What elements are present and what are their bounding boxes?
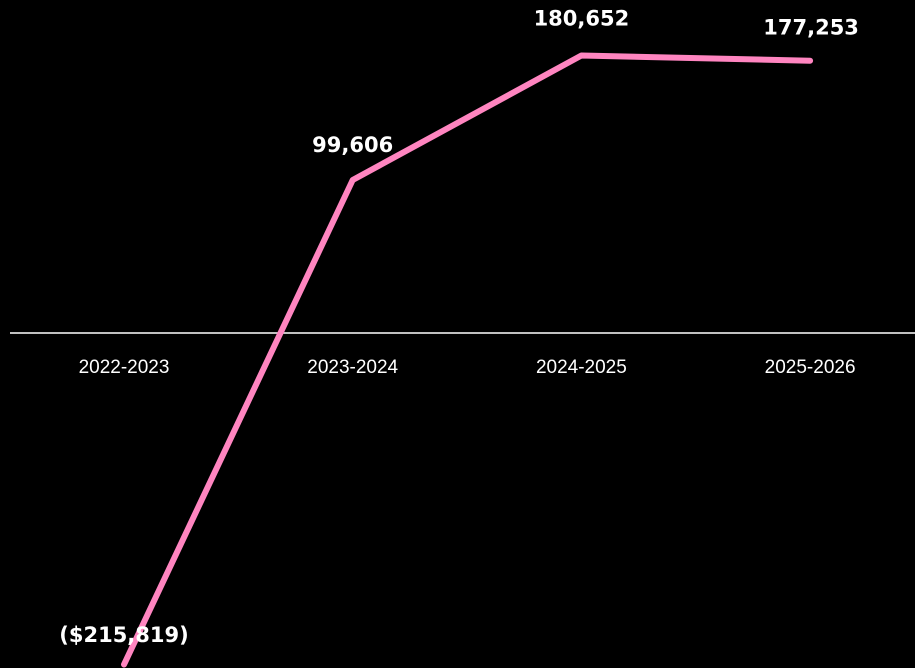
data-label-2024-2025: 180,652 <box>534 7 630 31</box>
x-tick-label-2024-2025: 2024-2025 <box>536 357 627 378</box>
x-axis-tick-labels: 2022-2023 2023-2024 2024-2025 2025-2026 <box>79 357 856 378</box>
data-label-2023-2024: 99,606 <box>312 133 393 157</box>
x-tick-label-2025-2026: 2025-2026 <box>765 357 856 378</box>
data-label-2022-2023: ($215,819) <box>59 623 188 647</box>
data-label-2025-2026: 177,253 <box>763 16 859 40</box>
series-line <box>124 56 810 665</box>
x-tick-label-2022-2023: 2022-2023 <box>79 357 170 378</box>
x-tick-label-2023-2024: 2023-2024 <box>307 357 398 378</box>
